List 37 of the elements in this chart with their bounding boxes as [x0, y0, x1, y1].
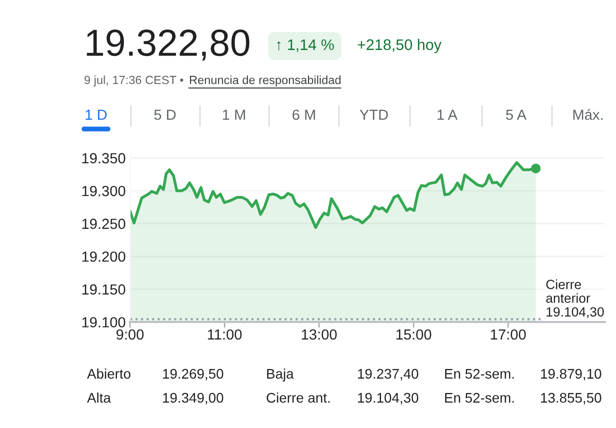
- text: +218,50 hoy: [358, 38, 442, 54]
- x-tick-label: 13:00: [302, 329, 337, 340]
- text: 19.237,40: [358, 368, 418, 380]
- text: Alta: [87, 392, 111, 403]
- y-tick-label: 19.350: [82, 153, 126, 164]
- text: 19.322,80: [86, 30, 250, 60]
- text: 19.104,30: [358, 392, 418, 404]
- text: 5 A: [506, 110, 527, 120]
- y-tick-label: 19.150: [82, 284, 126, 295]
- text: Cierre ant.: [266, 392, 330, 403]
- x-tick-label: 11:00: [208, 329, 242, 340]
- y-tick-label: 19.200: [82, 251, 126, 262]
- text: En 52-sem.: [445, 368, 514, 379]
- y-tick-label: 19.250: [82, 218, 126, 230]
- text: 13.855,50: [541, 392, 602, 404]
- ref-line-label: Cierre anterior 19.104,30: [546, 279, 604, 318]
- text: 9 jul, 17:36 CEST •: [84, 76, 184, 86]
- text: 19.269,50: [163, 368, 224, 380]
- text: 6 M: [292, 110, 315, 120]
- text: 1 A: [438, 110, 458, 120]
- x-tick-label: 17:00: [490, 329, 526, 340]
- text: 19.349,00: [163, 392, 224, 404]
- text: 1 D: [86, 110, 107, 120]
- text: Baja: [267, 368, 294, 382]
- text: Máx.: [573, 109, 602, 120]
- x-tick-label: 15:00: [396, 329, 432, 340]
- text: ↑ 1,14 %: [277, 39, 334, 52]
- text: 19.879,10: [541, 368, 602, 380]
- text: 5 D: [154, 110, 176, 120]
- text: Abierto: [87, 368, 130, 379]
- text: Renuncia de responsabilidad: [190, 76, 341, 86]
- text: 1 M: [222, 110, 245, 120]
- text: YTD: [360, 110, 388, 120]
- y-tick-label: 19.300: [82, 186, 126, 196]
- text: En 52-sem.: [445, 392, 514, 403]
- y-tick-label: 19.100: [82, 317, 126, 328]
- x-tick-label: 9:00: [116, 329, 144, 340]
